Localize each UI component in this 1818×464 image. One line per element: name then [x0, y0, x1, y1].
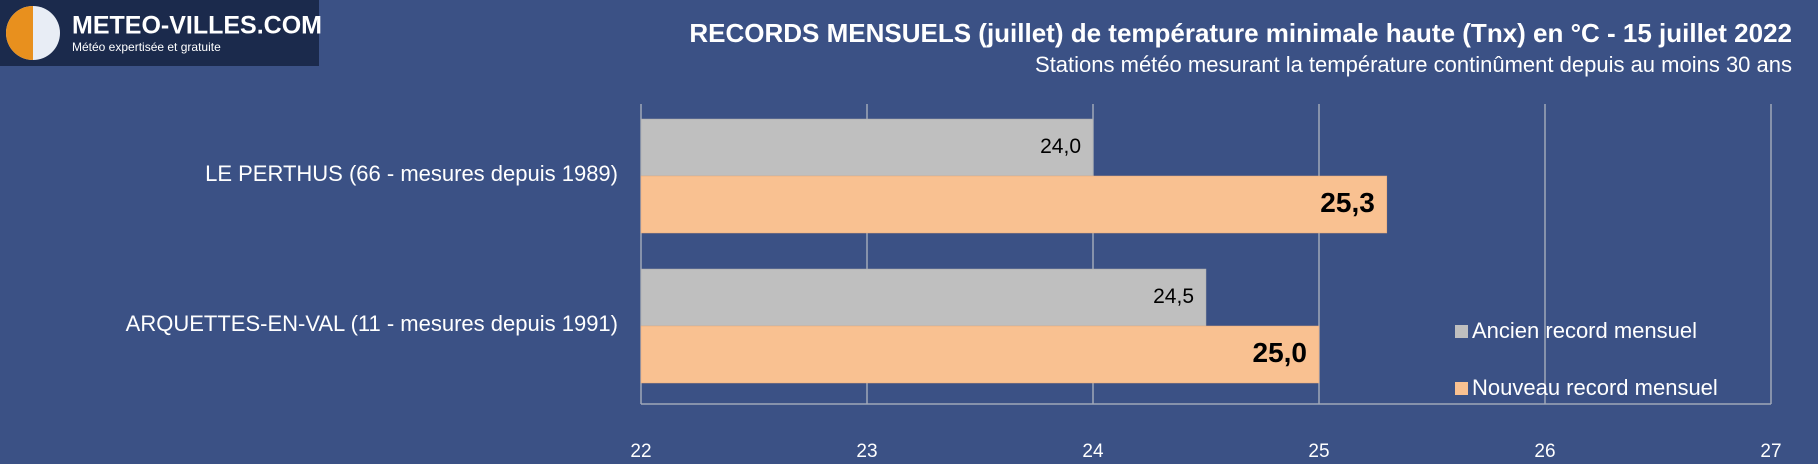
value-label: 25,0 [1253, 337, 1308, 368]
bar [640, 325, 1320, 384]
legend-label: Nouveau record mensuel [1472, 375, 1718, 400]
value-label: 24,0 [1040, 135, 1081, 158]
chart-title: RECORDS MENSUELS (juillet) de températur… [689, 18, 1792, 48]
x-tick-label: 24 [1082, 441, 1104, 462]
x-tick-label: 22 [630, 441, 651, 462]
bar [640, 268, 1207, 327]
x-tick-label: 27 [1760, 441, 1781, 462]
legend-swatch [1455, 325, 1468, 338]
chart-subtitle: Stations météo mesurant la température c… [1035, 52, 1792, 77]
legend-swatch [1455, 382, 1468, 395]
bar [640, 118, 1094, 177]
logo-icon-half [6, 6, 33, 60]
x-tick-label: 26 [1534, 441, 1555, 462]
logo-tagline: Météo expertisée et gratuite [72, 40, 221, 54]
value-label: 24,5 [1153, 285, 1194, 308]
logo-name: METEO-VILLES.COM [72, 12, 322, 40]
legend-label: Ancien record mensuel [1472, 318, 1697, 343]
y-tick-label: ARQUETTES-EN-VAL (11 - mesures depuis 19… [126, 311, 618, 336]
value-label: 25,3 [1320, 187, 1375, 218]
x-tick-label: 25 [1308, 441, 1329, 462]
y-tick-label: LE PERTHUS (66 - mesures depuis 1989) [205, 161, 618, 186]
bar [640, 175, 1388, 234]
x-tick-label: 23 [856, 441, 877, 462]
